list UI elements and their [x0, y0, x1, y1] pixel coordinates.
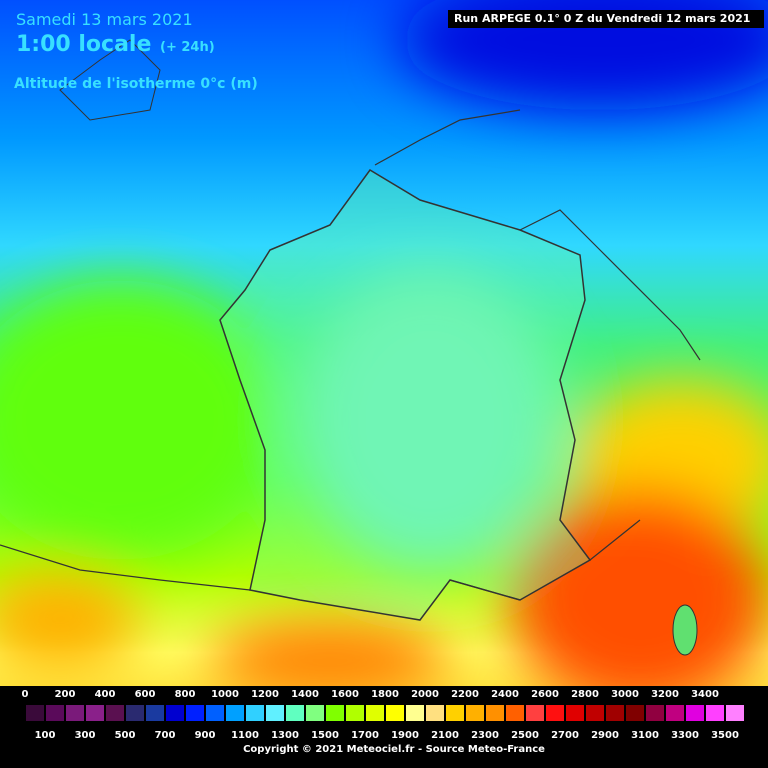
- color-swatch: [525, 704, 545, 722]
- legend-label-bottom: 2900: [591, 730, 619, 741]
- legend-label-bottom: 1100: [231, 730, 259, 741]
- legend-label-top: 3000: [611, 689, 639, 700]
- time: 1:00 locale: [16, 32, 152, 57]
- offset: (+ 24h): [160, 40, 215, 55]
- legend-label-top: 2800: [571, 689, 599, 700]
- legend-label-top: 1600: [331, 689, 359, 700]
- legend-label-top: 2200: [451, 689, 479, 700]
- color-swatch: [565, 704, 585, 722]
- color-swatch: [605, 704, 625, 722]
- legend-label-top: 0: [21, 689, 29, 700]
- legend-label-top: 3200: [651, 689, 679, 700]
- coastline: [59, 39, 161, 121]
- legend-label-top: 3400: [691, 689, 719, 700]
- legend-label-bottom: 300: [74, 730, 96, 741]
- color-swatch: [225, 704, 245, 722]
- field-blobs: [0, 0, 768, 710]
- legend-label-top: 600: [134, 689, 156, 700]
- legend-label-bottom: 1300: [271, 730, 299, 741]
- color-swatch: [285, 704, 305, 722]
- color-swatch: [325, 704, 345, 722]
- color-swatch: [505, 704, 525, 722]
- legend-label-top: 200: [54, 689, 76, 700]
- color-swatch: [665, 704, 685, 722]
- color-swatch: [725, 704, 745, 722]
- legend-label-bottom: 1500: [311, 730, 339, 741]
- color-swatch: [125, 704, 145, 722]
- color-swatch: [645, 704, 665, 722]
- legend-label-bottom: 2100: [431, 730, 459, 741]
- legend-label-top: 800: [174, 689, 196, 700]
- field-name: Altitude de l'isotherme 0°c (m): [14, 76, 258, 92]
- legend-label-top: 2000: [411, 689, 439, 700]
- legend-label-bottom: 2500: [511, 730, 539, 741]
- legend-label-top: 1200: [251, 689, 279, 700]
- legend-label-bottom: 3500: [711, 730, 739, 741]
- color-swatch: [105, 704, 125, 722]
- color-swatch: [245, 704, 265, 722]
- legend: Copyright © 2021 Meteociel.fr - Source M…: [0, 686, 768, 768]
- color-swatch: [165, 704, 185, 722]
- color-swatch: [705, 704, 725, 722]
- legend-label-bottom: 2700: [551, 730, 579, 741]
- legend-label-bottom: 3300: [671, 730, 699, 741]
- legend-label-bottom: 1700: [351, 730, 379, 741]
- color-swatch: [365, 704, 385, 722]
- date: Samedi 13 mars 2021: [16, 10, 193, 29]
- color-swatch: [25, 704, 45, 722]
- color-swatch: [585, 704, 605, 722]
- legend-label-top: 1000: [211, 689, 239, 700]
- legend-label-top: 1800: [371, 689, 399, 700]
- run-info: Run ARPEGE 0.1° 0 Z du Vendredi 12 mars …: [448, 10, 764, 28]
- color-swatch: [305, 704, 325, 722]
- color-swatch: [85, 704, 105, 722]
- color-swatch: [185, 704, 205, 722]
- color-swatch: [345, 704, 365, 722]
- color-swatch: [445, 704, 465, 722]
- legend-label-bottom: 500: [114, 730, 136, 741]
- color-swatch: [625, 704, 645, 722]
- legend-label-bottom: 100: [34, 730, 56, 741]
- color-swatch: [465, 704, 485, 722]
- color-swatch: [545, 704, 565, 722]
- color-swatch: [145, 704, 165, 722]
- legend-label-top: 2600: [531, 689, 559, 700]
- color-swatch: [45, 704, 65, 722]
- corsica: [672, 604, 698, 656]
- color-swatch: [425, 704, 445, 722]
- legend-label-bottom: 700: [154, 730, 176, 741]
- legend-label-bottom: 3100: [631, 730, 659, 741]
- color-swatch: [685, 704, 705, 722]
- color-swatch: [485, 704, 505, 722]
- color-swatch: [65, 704, 85, 722]
- legend-label-top: 400: [94, 689, 116, 700]
- france-outline: [219, 169, 592, 621]
- legend-label-top: 2400: [491, 689, 519, 700]
- color-swatch: [265, 704, 285, 722]
- color-swatch: [385, 704, 405, 722]
- legend-label-bottom: 1900: [391, 730, 419, 741]
- copyright: Copyright © 2021 Meteociel.fr - Source M…: [243, 744, 545, 755]
- legend-label-bottom: 900: [194, 730, 216, 741]
- color-swatch: [405, 704, 425, 722]
- borders: [0, 109, 701, 601]
- legend-label-bottom: 2300: [471, 730, 499, 741]
- color-swatch: [205, 704, 225, 722]
- legend-label-top: 1400: [291, 689, 319, 700]
